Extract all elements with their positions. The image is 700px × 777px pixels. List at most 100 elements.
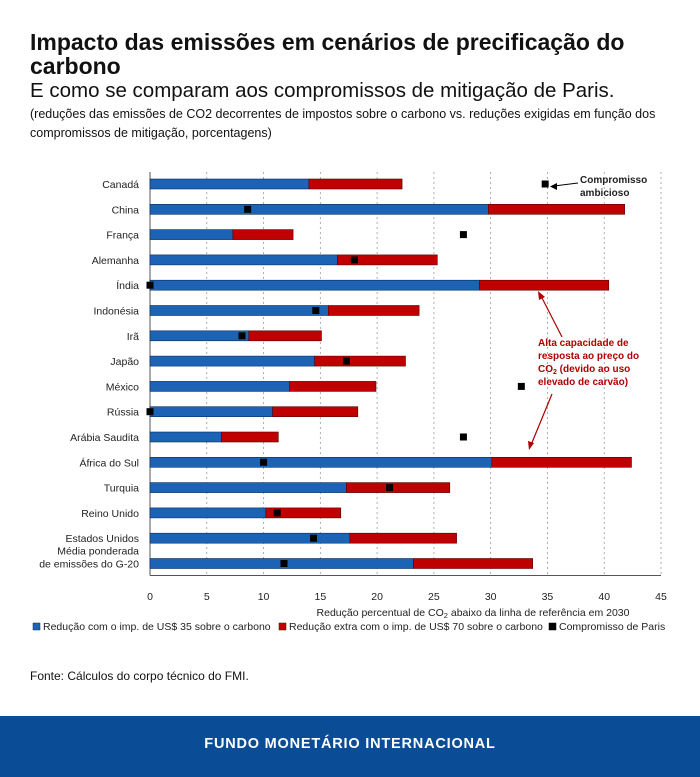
paris-marker xyxy=(238,332,246,340)
category-label: Indonésia xyxy=(93,306,139,318)
annotation-high-response: Alta capacidade de xyxy=(538,338,629,349)
chart-note: (reduções das emissões de CO2 decorrente… xyxy=(30,107,656,140)
bar-base xyxy=(149,507,267,519)
footer-bar: FUNDO MONETÁRIO INTERNACIONAL xyxy=(0,716,700,777)
category-label: Alemanha xyxy=(92,255,139,267)
legend-swatch xyxy=(278,622,287,631)
bar-extra xyxy=(337,254,438,266)
category-label: Reino Unido xyxy=(81,508,139,520)
legend-swatch xyxy=(548,622,557,631)
x-tick-label: 30 xyxy=(485,591,497,603)
chart-title: Impacto das emissões em cenários de prec… xyxy=(30,29,625,79)
paris-marker xyxy=(310,534,318,542)
paris-marker xyxy=(280,560,288,567)
bar-base xyxy=(149,532,351,544)
category-label: Índia xyxy=(116,279,139,292)
bar-extra xyxy=(248,330,322,342)
category-label: Irã xyxy=(127,331,139,343)
annotation-ambitious: ambicioso xyxy=(580,188,629,199)
bar-base xyxy=(149,330,250,342)
bar-extra xyxy=(349,532,457,544)
paris-marker xyxy=(541,180,549,188)
annotation-high-response: resposta ao preço do xyxy=(538,351,639,362)
category-label: Canadá xyxy=(102,179,139,191)
bar-extra xyxy=(491,456,632,468)
annotation-high-response: elevado de carvão) xyxy=(538,377,628,388)
bar-base xyxy=(149,254,338,266)
paris-marker xyxy=(459,433,467,441)
paris-marker xyxy=(517,382,525,390)
bar-extra xyxy=(232,229,294,240)
category-label: África do Sul xyxy=(79,456,139,469)
category-label: Média ponderada xyxy=(57,546,139,558)
paris-marker xyxy=(350,256,358,264)
category-label: Arábia Saudita xyxy=(70,432,139,444)
paris-marker xyxy=(273,509,281,517)
paris-marker xyxy=(459,231,467,239)
footer-label: FUNDO MONETÁRIO INTERNACIONAL xyxy=(204,736,496,752)
paris-marker xyxy=(146,281,154,289)
bar-extra xyxy=(289,381,377,392)
category-label: de emissões do G-20 xyxy=(39,559,139,571)
bar-base xyxy=(149,305,329,316)
x-tick-label: 25 xyxy=(428,591,440,603)
x-tick-label: 5 xyxy=(204,591,210,603)
category-label: Rússia xyxy=(107,407,139,419)
paris-marker xyxy=(244,205,252,213)
category-label: Estados Unidos xyxy=(65,533,139,545)
bar-extra xyxy=(488,204,625,215)
x-tick-label: 0 xyxy=(147,591,153,603)
legend-label: Compromisso de Paris xyxy=(559,621,665,633)
annotation-arrow-down xyxy=(530,393,553,446)
annotation-arrowhead xyxy=(550,183,557,190)
chart-subtitle: E como se comparam aos compromissos de m… xyxy=(30,79,615,102)
source-note: Fonte: Cálculos do corpo técnico do FMI. xyxy=(30,669,249,683)
legend-swatch xyxy=(32,622,41,631)
bar-extra xyxy=(314,355,406,367)
x-tick-label: 40 xyxy=(598,591,610,603)
bar-base xyxy=(149,229,234,240)
category-label: França xyxy=(106,230,139,242)
category-label: México xyxy=(106,381,139,393)
bar-base xyxy=(149,204,489,215)
bar-extra xyxy=(327,305,420,316)
x-tick-label: 20 xyxy=(371,591,383,603)
x-axis-label: Redução percentual de CO2 abaixo da linh… xyxy=(317,607,630,620)
bar-extra xyxy=(479,279,610,291)
annotation-ambitious: Compromisso xyxy=(580,175,647,186)
bar-base xyxy=(149,355,315,367)
paris-marker xyxy=(146,408,154,416)
x-tick-label: 10 xyxy=(258,591,270,603)
bar-base xyxy=(149,178,310,190)
bar-extra xyxy=(308,178,403,190)
bar-base xyxy=(149,279,480,291)
emissions-bar-chart: 0 5 10 15 20 25 30 35 40 45 Redução percentual de … xyxy=(32,172,667,633)
bar-base xyxy=(149,456,493,468)
bar-extra xyxy=(221,431,279,443)
x-tick-label: 45 xyxy=(655,591,667,603)
annotation-arrowhead-down xyxy=(528,441,534,450)
annotation-arrow xyxy=(553,182,579,187)
paris-marker xyxy=(386,484,394,492)
legend-label: Redução com o imp. de US$ 35 sobre o car… xyxy=(43,621,271,633)
bar-base xyxy=(149,406,273,418)
bar-extra xyxy=(346,482,451,493)
legend-label: Redução extra com o imp. de US$ 70 sobre… xyxy=(289,621,543,633)
paris-marker xyxy=(342,357,350,365)
bar-base xyxy=(149,381,290,392)
category-label: China xyxy=(112,204,140,216)
bar-base xyxy=(149,482,347,493)
bar-base xyxy=(149,431,222,443)
x-tick-label: 35 xyxy=(542,591,554,603)
annotation-arrowhead-up xyxy=(538,291,545,300)
paris-marker xyxy=(260,458,268,466)
category-label: Turquia xyxy=(104,483,139,495)
bar-extra xyxy=(413,558,533,569)
bar-extra xyxy=(265,507,342,519)
category-label: Japão xyxy=(110,356,139,368)
annotation-arrow-up xyxy=(540,295,563,338)
x-tick-label: 15 xyxy=(314,591,326,603)
paris-marker xyxy=(312,307,320,314)
annotation-high-response: CO2 (devido ao uso xyxy=(538,364,630,376)
bar-extra xyxy=(272,406,359,418)
